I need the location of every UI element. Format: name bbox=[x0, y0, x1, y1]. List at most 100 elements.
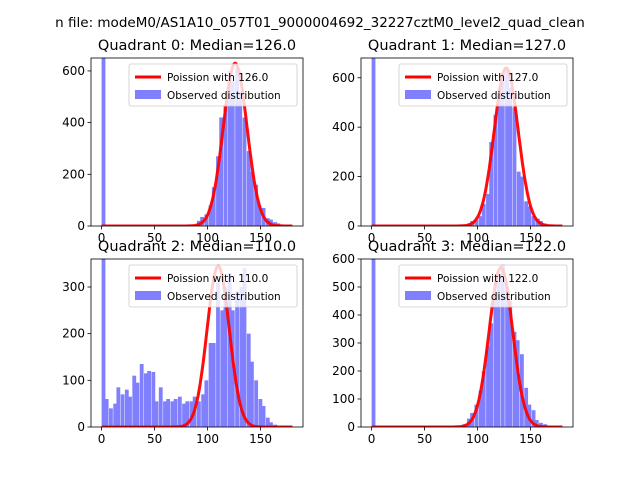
hist-bar bbox=[493, 295, 498, 427]
legend-label-poisson: Poission with 127.0 bbox=[437, 72, 538, 84]
hist-bar bbox=[269, 422, 273, 427]
x-tick-label: 150 bbox=[519, 432, 542, 446]
hist-bar bbox=[242, 268, 247, 427]
poisson-curve bbox=[101, 61, 293, 226]
y-tick-label: 400 bbox=[332, 120, 355, 134]
hist-bar bbox=[258, 399, 263, 427]
y-tick-label: 400 bbox=[62, 116, 85, 130]
legend-box bbox=[398, 63, 568, 107]
hist-bar bbox=[520, 176, 524, 226]
hist-bar bbox=[227, 70, 232, 226]
panel-title: Quadrant 1: Median=127.0 bbox=[368, 38, 566, 54]
hist-bar bbox=[500, 72, 505, 226]
hist-bar bbox=[219, 117, 224, 226]
hist-bar bbox=[151, 371, 156, 427]
hist-bar bbox=[170, 401, 175, 427]
plot-area bbox=[101, 58, 293, 226]
hist-bar bbox=[144, 373, 148, 427]
x-tick-label: 150 bbox=[519, 231, 542, 245]
y-tick-label: 0 bbox=[347, 420, 355, 434]
hist-bar bbox=[508, 301, 513, 427]
hist-bar bbox=[147, 371, 151, 427]
hist-bar bbox=[515, 340, 520, 427]
legend-box bbox=[398, 264, 568, 308]
hist-bar bbox=[261, 406, 266, 427]
hist-bar bbox=[539, 422, 543, 427]
hist-bar bbox=[158, 387, 163, 427]
hist-bar bbox=[505, 67, 509, 226]
y-tick-label: 100 bbox=[332, 392, 355, 406]
legend-label-observed: Observed distribution bbox=[167, 291, 281, 303]
hist-bar bbox=[474, 404, 479, 427]
hist-bar bbox=[135, 382, 140, 427]
legend: Poission with 122.0 Observed distribution bbox=[398, 264, 568, 308]
legend-label-poisson: Poission with 126.0 bbox=[167, 72, 268, 84]
legend: Poission with 110.0 Observed distribution bbox=[128, 264, 298, 308]
panel-title: Quadrant 2: Median=110.0 bbox=[98, 239, 296, 255]
hist-bar bbox=[197, 401, 201, 427]
hist-bar bbox=[128, 396, 132, 427]
hist-bar bbox=[104, 399, 109, 427]
hist-bar bbox=[257, 205, 262, 226]
hist-bar bbox=[235, 68, 239, 226]
poisson-curve bbox=[371, 66, 563, 226]
hist-bar bbox=[216, 156, 220, 226]
hist-bar bbox=[204, 214, 209, 226]
hist-bar bbox=[496, 281, 501, 427]
hist-bar bbox=[516, 171, 521, 226]
y-tick-label: 0 bbox=[77, 420, 85, 434]
hist-bar bbox=[478, 390, 483, 427]
legend-hist-swatch bbox=[135, 291, 161, 300]
x-tick-label: 50 bbox=[417, 231, 432, 245]
hist-bar bbox=[371, 259, 376, 427]
hist-bar bbox=[230, 81, 235, 226]
hist-bar bbox=[109, 408, 113, 427]
hist-bar bbox=[238, 91, 243, 226]
legend-hist-swatch bbox=[405, 90, 431, 99]
y-tick-label: 0 bbox=[347, 219, 355, 233]
hist-bar bbox=[185, 401, 190, 427]
x-tick-label: 0 bbox=[98, 231, 106, 245]
hist-bar bbox=[512, 331, 517, 427]
hist-bar bbox=[166, 399, 171, 427]
hist-bar bbox=[489, 323, 494, 427]
hist-bar bbox=[242, 117, 247, 226]
x-tick-label: 150 bbox=[249, 231, 272, 245]
panel-2: 0 50 100 150 0 100 200 300 Quadrant 2: Median=11… bbox=[62, 239, 304, 446]
hist-bar bbox=[512, 107, 517, 226]
hist-bar bbox=[163, 401, 167, 427]
hist-bar bbox=[493, 114, 498, 226]
hist-bar bbox=[505, 287, 509, 427]
panel-1: 0 50 100 150 0 200 400 600 Quadrant 1: Median=12… bbox=[332, 38, 574, 245]
hist-bar bbox=[250, 171, 254, 226]
x-tick-label: 100 bbox=[196, 231, 219, 245]
legend-hist-swatch bbox=[135, 90, 161, 99]
hist-bar bbox=[182, 403, 186, 427]
hist-bar bbox=[177, 396, 182, 427]
x-tick-label: 50 bbox=[147, 231, 162, 245]
hist-bar bbox=[250, 361, 254, 427]
hist-bar bbox=[154, 401, 159, 427]
hist-bar bbox=[208, 343, 213, 427]
y-tick-label: 600 bbox=[332, 71, 355, 85]
hist-bar bbox=[101, 259, 106, 427]
hist-bar bbox=[235, 291, 239, 427]
hist-bar bbox=[500, 264, 505, 427]
hist-bar bbox=[208, 205, 213, 226]
hist-bar bbox=[211, 343, 216, 427]
x-tick-label: 50 bbox=[417, 432, 432, 446]
legend-label-observed: Observed distribution bbox=[167, 90, 281, 102]
hist-bar bbox=[534, 420, 539, 427]
hist-bar bbox=[120, 394, 125, 427]
axes-frame bbox=[90, 57, 304, 227]
legend: Poission with 127.0 Observed distribution bbox=[398, 63, 568, 107]
hist-bar bbox=[132, 375, 137, 427]
y-tick-label: 200 bbox=[332, 170, 355, 184]
y-tick-label: 100 bbox=[62, 373, 85, 387]
hist-bar bbox=[223, 104, 228, 226]
panel-0: 0 50 100 150 0 200 400 600 Quadrant 0: Median=12… bbox=[62, 38, 304, 245]
x-tick-label: 100 bbox=[466, 231, 489, 245]
hist-bar bbox=[371, 58, 376, 226]
hist-bar bbox=[254, 184, 259, 226]
hist-bar bbox=[239, 287, 244, 427]
